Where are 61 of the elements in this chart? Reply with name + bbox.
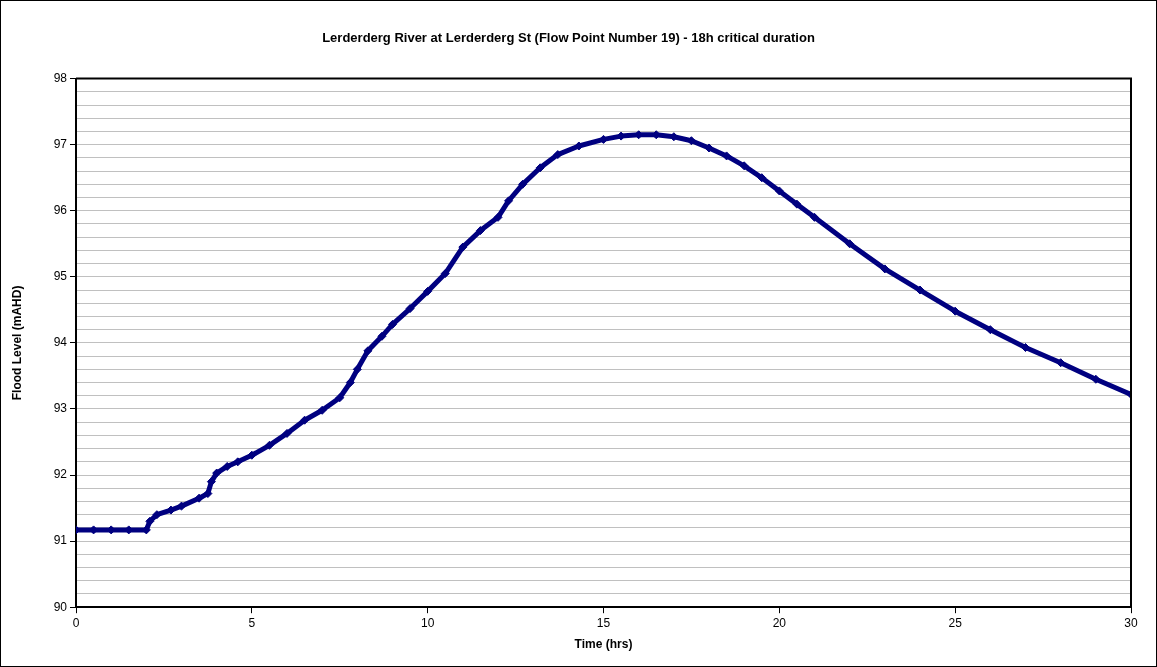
point [345, 378, 355, 388]
point [757, 173, 767, 183]
point [352, 364, 362, 374]
point [475, 226, 485, 236]
y-tick-label: 97 [53, 136, 68, 151]
point [950, 306, 960, 316]
point [722, 151, 732, 161]
y-tick-label: 92 [53, 467, 68, 482]
point [177, 501, 186, 511]
y-tick-label: 91 [53, 533, 68, 548]
point [985, 325, 995, 335]
point [845, 239, 855, 249]
point [458, 242, 468, 252]
point [553, 150, 563, 160]
point [774, 186, 784, 196]
x-tick-label: 10 [420, 615, 435, 630]
point [880, 264, 890, 274]
y-tick-label: 90 [53, 599, 68, 614]
point [335, 393, 345, 403]
x-tick-label: 0 [72, 615, 80, 630]
y-axis-title: Flood Level (mAHD) [9, 285, 24, 401]
point [222, 461, 232, 471]
y-tick-label: 93 [53, 401, 68, 416]
x-tick-label: 15 [596, 615, 611, 630]
x-tick-label: 20 [772, 615, 787, 630]
y-tick-label: 94 [53, 335, 68, 350]
x-tick-label: 30 [1124, 615, 1138, 630]
point [363, 346, 373, 356]
y-tick-label: 98 [53, 70, 68, 85]
point [535, 163, 545, 173]
point [247, 450, 257, 460]
point [194, 493, 204, 503]
point [810, 212, 819, 222]
point [300, 415, 310, 425]
point [233, 457, 243, 467]
point [264, 440, 274, 450]
x-axis-title: Time (hrs) [574, 637, 633, 652]
point [282, 428, 292, 438]
point [440, 269, 450, 279]
y-tick-label: 96 [53, 203, 68, 218]
x-tick-label: 25 [948, 615, 963, 630]
point [739, 161, 749, 171]
point [1021, 343, 1030, 353]
point [377, 331, 387, 341]
point [145, 516, 155, 526]
point [423, 286, 433, 296]
point [915, 285, 925, 295]
point [1091, 374, 1101, 384]
point [792, 199, 802, 209]
point [212, 468, 222, 478]
point [388, 319, 397, 329]
x-tick-label: 5 [248, 615, 256, 630]
point [1056, 358, 1066, 368]
point [405, 304, 415, 314]
point [203, 489, 213, 499]
point [518, 179, 528, 189]
point [493, 212, 503, 222]
y-tick-label: 95 [53, 269, 68, 284]
point [317, 405, 327, 415]
chart-title: Lerderderg River at Lerderderg St (Flow Point Number 19) - 18h critical duration [322, 30, 815, 46]
point [504, 196, 514, 206]
